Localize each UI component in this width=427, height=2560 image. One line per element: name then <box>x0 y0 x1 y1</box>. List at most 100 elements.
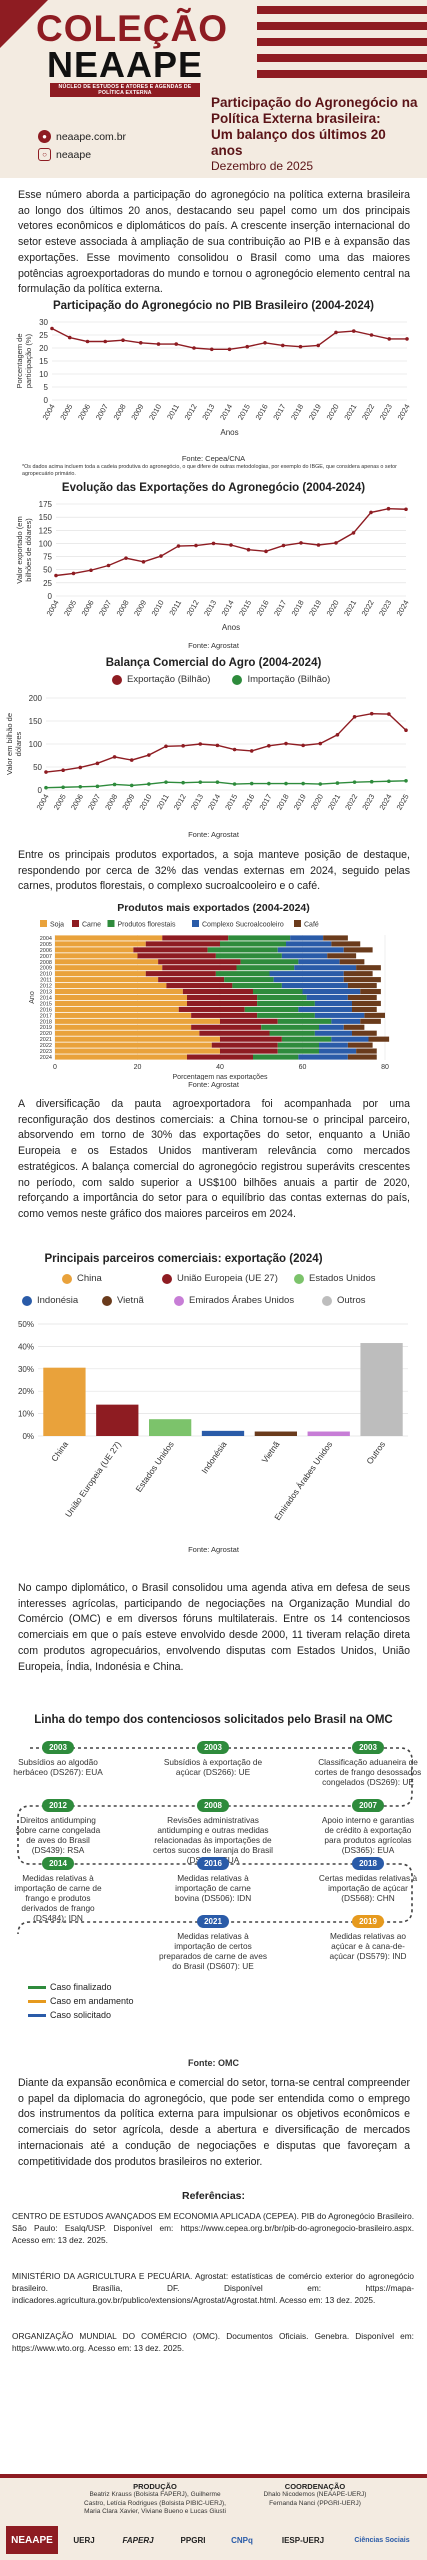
y-tick-label: 100 <box>29 740 43 749</box>
y-tick-label: 2009 <box>40 966 52 972</box>
bar-segment <box>191 1024 262 1030</box>
data-point <box>369 333 374 337</box>
legend-label: Complexo Sucroalcooleiro <box>202 922 284 929</box>
title-line: Um balanço dos últimos 20 anos <box>211 127 386 158</box>
y-tick-label: 5 <box>44 383 49 392</box>
bar-segment <box>331 941 361 947</box>
legend-label: Caso finalizado <box>50 1982 112 1992</box>
timeline-year-badge: 2012 <box>42 1799 74 1812</box>
y-tick-label: 20 <box>39 344 48 353</box>
data-point <box>194 543 198 548</box>
x-tick-label: 20 <box>134 1064 142 1071</box>
y-tick-label: 2004 <box>40 936 52 942</box>
instagram-link[interactable]: ○ neaape <box>38 148 91 161</box>
timeline-event-text: Medidas relativas à importação de carne … <box>174 1873 252 1903</box>
bar-segment <box>327 953 357 959</box>
footer: PRODUÇÃO Beatriz Krauss (Bolsista FAPERJ… <box>0 2474 427 2560</box>
bar-segment <box>306 994 348 1001</box>
x-tick-label: 2015 <box>237 599 253 618</box>
x-tick-label: 2006 <box>76 403 92 422</box>
data-point <box>181 780 185 785</box>
bar <box>254 1431 297 1436</box>
bar-segment <box>244 1006 299 1012</box>
x-tick-label: 2025 <box>395 793 411 812</box>
header-stripe <box>257 70 427 78</box>
legend-swatch <box>112 674 122 685</box>
y-tick-label: 2022 <box>40 1043 52 1049</box>
y-tick-label: 2014 <box>40 995 52 1001</box>
bar-segment <box>360 1018 381 1024</box>
chart5-title: Principais parceiros comerciais: exporta… <box>44 1253 323 1265</box>
bar-segment <box>277 1018 332 1024</box>
x-tick-label: 2013 <box>189 793 205 812</box>
y-tick-label: 2013 <box>40 990 52 996</box>
x-tick-label: 2018 <box>289 403 305 422</box>
bar-segment <box>55 1006 179 1012</box>
bar-segment <box>319 1024 344 1030</box>
data-point <box>211 541 216 546</box>
data-point <box>85 339 90 344</box>
data-point <box>334 330 338 335</box>
x-tick-label: 2012 <box>172 793 188 812</box>
iesp-logo: IESP-UERJ <box>281 2535 325 2545</box>
y-tick-label: 2008 <box>40 960 52 966</box>
chart4-title: Produtos mais exportados (2004-2024) <box>117 902 310 914</box>
bar-segment <box>331 1018 361 1024</box>
bar-segment <box>55 977 159 983</box>
y-tick-label: 20% <box>18 1387 34 1396</box>
y-tick-label: 175 <box>39 500 53 509</box>
references-title: Referências: <box>181 2190 246 2202</box>
bar-segment <box>347 1054 377 1060</box>
data-point <box>181 744 185 748</box>
bar-segment <box>281 1036 332 1042</box>
bar-segment <box>319 1042 348 1048</box>
x-tick-label: 2024 <box>377 793 393 812</box>
x-tick-label: 2007 <box>94 403 110 422</box>
page-title: Participação do Agronegócio na Política … <box>211 95 421 173</box>
bar-segment <box>55 1000 187 1007</box>
x-tick-label: 2005 <box>62 599 78 618</box>
data-point <box>121 338 125 342</box>
globe-icon: ● <box>38 130 51 143</box>
data-point <box>351 329 356 333</box>
data-point <box>387 337 392 341</box>
data-point <box>78 765 83 770</box>
data-point <box>352 715 357 719</box>
data-point <box>352 780 357 784</box>
logo-subtitle: NÚCLEO DE ESTUDOS E ATORES E AGENDAS DE … <box>50 83 200 97</box>
x-tick-label: 2022 <box>343 793 359 812</box>
series-line <box>45 780 407 789</box>
data-point <box>404 507 408 512</box>
bar-segment <box>261 1024 319 1030</box>
y-tick-label: 2005 <box>40 942 52 948</box>
bar-segment <box>55 941 146 947</box>
legend-label: Caso em andamento <box>50 1996 134 2006</box>
chart2-source: Fonte: Agrostat <box>188 641 239 650</box>
data-point <box>129 758 134 762</box>
data-point <box>249 749 254 753</box>
bar-segment <box>145 971 216 977</box>
data-point <box>106 563 111 568</box>
bar-segment <box>294 965 357 971</box>
neaape-logo: COLEÇÃO NEAAPE NÚCLEO DE ESTUDOS E ATORE… <box>36 10 227 97</box>
data-point <box>78 784 83 789</box>
header-banner: COLEÇÃO NEAAPE NÚCLEO DE ESTUDOS E ATORE… <box>0 0 427 178</box>
x-tick-label: 2021 <box>342 599 358 618</box>
timeline-year-badge: 2007 <box>352 1799 384 1812</box>
x-tick-label: 2012 <box>185 599 201 618</box>
y-tick-label: 2016 <box>40 1007 52 1013</box>
chart4-source: Fonte: Agrostat <box>188 1080 239 1089</box>
bar-segment <box>281 953 328 959</box>
bar-segment <box>277 947 344 953</box>
x-tick-label: Indonésia <box>199 1439 228 1475</box>
bar-segment <box>364 1012 385 1018</box>
bar-segment <box>220 1018 278 1024</box>
legend-label: Outros <box>337 1295 366 1306</box>
legend-swatch <box>22 1295 32 1306</box>
data-point <box>404 728 408 732</box>
reference-item: ORGANIZAÇÃO MUNDIAL DO COMÉRCIO (OMC). D… <box>12 2331 414 2353</box>
timeline-year-badge: 2018 <box>352 1857 384 1870</box>
website-link[interactable]: ● neaape.com.br <box>38 130 126 143</box>
x-tick-label: 2008 <box>103 793 119 812</box>
bar-segment <box>55 1024 192 1030</box>
